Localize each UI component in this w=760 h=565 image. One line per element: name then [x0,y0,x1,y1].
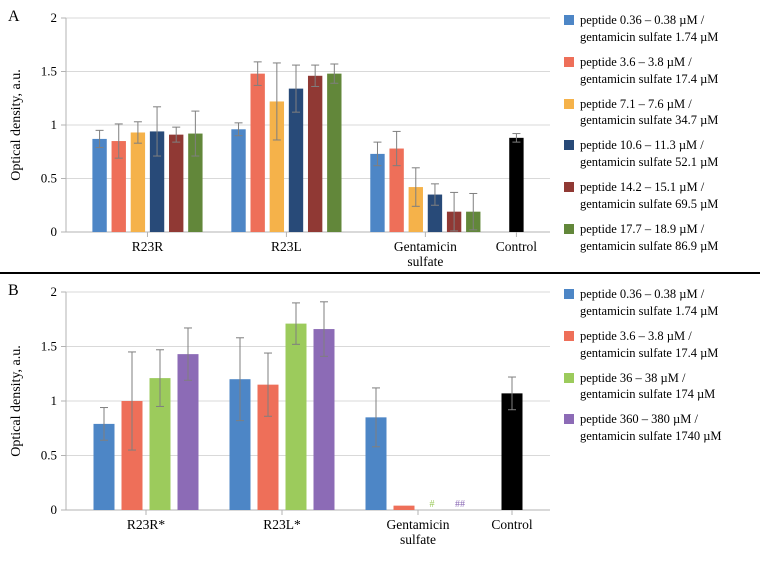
svg-text:Control: Control [496,239,538,254]
svg-text:1.5: 1.5 [41,64,57,79]
legend-text: peptide 0.36 – 0.38 µM /gentamicin sulfa… [580,12,752,46]
panel-a-chart: 0 0.5 1 1.5 2 Optical density, a.u. R23R R23L Ge… [0,0,560,272]
panel-b-legend: peptide 0.36 – 0.38 µM /gentamicin sulfa… [560,274,760,546]
legend-item: peptide 14.2 – 15.1 µM /gentamicin sulfa… [564,179,752,213]
svg-text:1: 1 [51,117,58,132]
svg-text:0.5: 0.5 [41,448,57,463]
legend-text: peptide 3.6 – 3.8 µM /gentamicin sulfate… [580,54,752,88]
svg-text:Optical density, a.u.: Optical density, a.u. [9,345,24,456]
legend-item: peptide 360 – 380 µM /gentamicin sulfate… [564,411,752,445]
svg-text:2: 2 [51,10,58,25]
panel-b: B 00.511.52Optical density, a.u.R23R*R23… [0,274,760,546]
svg-text:R23R*: R23R* [127,517,166,532]
legend-text: peptide 10.6 – 11.3 µM /gentamicin sulfa… [580,137,752,171]
svg-text:1: 1 [51,393,58,408]
legend-swatch [564,182,574,192]
svg-text:2: 2 [51,284,58,299]
svg-text:Gentamicin: Gentamicin [387,517,450,532]
legend-swatch [564,414,574,424]
svg-text:sulfate: sulfate [407,254,443,269]
legend-swatch [564,140,574,150]
legend-item: peptide 10.6 – 11.3 µM /gentamicin sulfa… [564,137,752,171]
legend-swatch [564,373,574,383]
legend-swatch [564,331,574,341]
svg-text:R23R: R23R [132,239,164,254]
svg-text:0: 0 [51,224,58,239]
legend-item: peptide 3.6 – 3.8 µM /gentamicin sulfate… [564,328,752,362]
legend-swatch [564,224,574,234]
legend-text: peptide 0.36 – 0.38 µM /gentamicin sulfa… [580,286,752,320]
legend-text: peptide 360 – 380 µM /gentamicin sulfate… [580,411,752,445]
panel-a-legend: peptide 0.36 – 0.38 µM /gentamicin sulfa… [560,0,760,272]
legend-swatch [564,15,574,25]
svg-text:#: # [430,499,435,510]
legend-text: peptide 7.1 – 7.6 µM /gentamicin sulfate… [580,96,752,130]
legend-item: peptide 0.36 – 0.38 µM /gentamicin sulfa… [564,12,752,46]
svg-text:1.5: 1.5 [41,339,57,354]
legend-swatch [564,289,574,299]
legend-item: peptide 7.1 – 7.6 µM /gentamicin sulfate… [564,96,752,130]
legend-text: peptide 17.7 – 18.9 µM /gentamicin sulfa… [580,221,752,255]
svg-text:0.5: 0.5 [41,171,57,186]
svg-text:R23L*: R23L* [263,517,301,532]
legend-item: peptide 3.6 – 3.8 µM /gentamicin sulfate… [564,54,752,88]
legend-text: peptide 3.6 – 3.8 µM /gentamicin sulfate… [580,328,752,362]
svg-text:0: 0 [51,502,58,517]
svg-text:R23L: R23L [271,239,302,254]
legend-swatch [564,99,574,109]
panel-a: A 00.511.52Optical density, a.u.R23RR23L… [0,0,760,272]
legend-item: peptide 36 – 38 µM /gentamicin sulfate 1… [564,370,752,404]
svg-text:sulfate: sulfate [400,532,436,547]
svg-text:Optical density, a.u.: Optical density, a.u. [9,69,24,180]
legend-text: peptide 14.2 – 15.1 µM /gentamicin sulfa… [580,179,752,213]
svg-text:##: ## [455,499,465,510]
legend-text: peptide 36 – 38 µM /gentamicin sulfate 1… [580,370,752,404]
legend-item: peptide 17.7 – 18.9 µM /gentamicin sulfa… [564,221,752,255]
svg-text:Gentamicin: Gentamicin [394,239,457,254]
panel-b-chart: 0 0.5 1 1.5 2 Optical density, a.u. R23R* R23L*… [0,274,560,546]
svg-text:Control: Control [491,517,533,532]
legend-swatch [564,57,574,67]
legend-item: peptide 0.36 – 0.38 µM /gentamicin sulfa… [564,286,752,320]
